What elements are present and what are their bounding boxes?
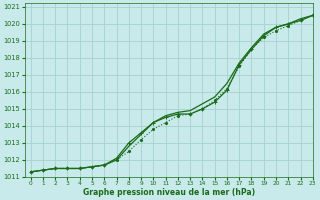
X-axis label: Graphe pression niveau de la mer (hPa): Graphe pression niveau de la mer (hPa) <box>83 188 255 197</box>
